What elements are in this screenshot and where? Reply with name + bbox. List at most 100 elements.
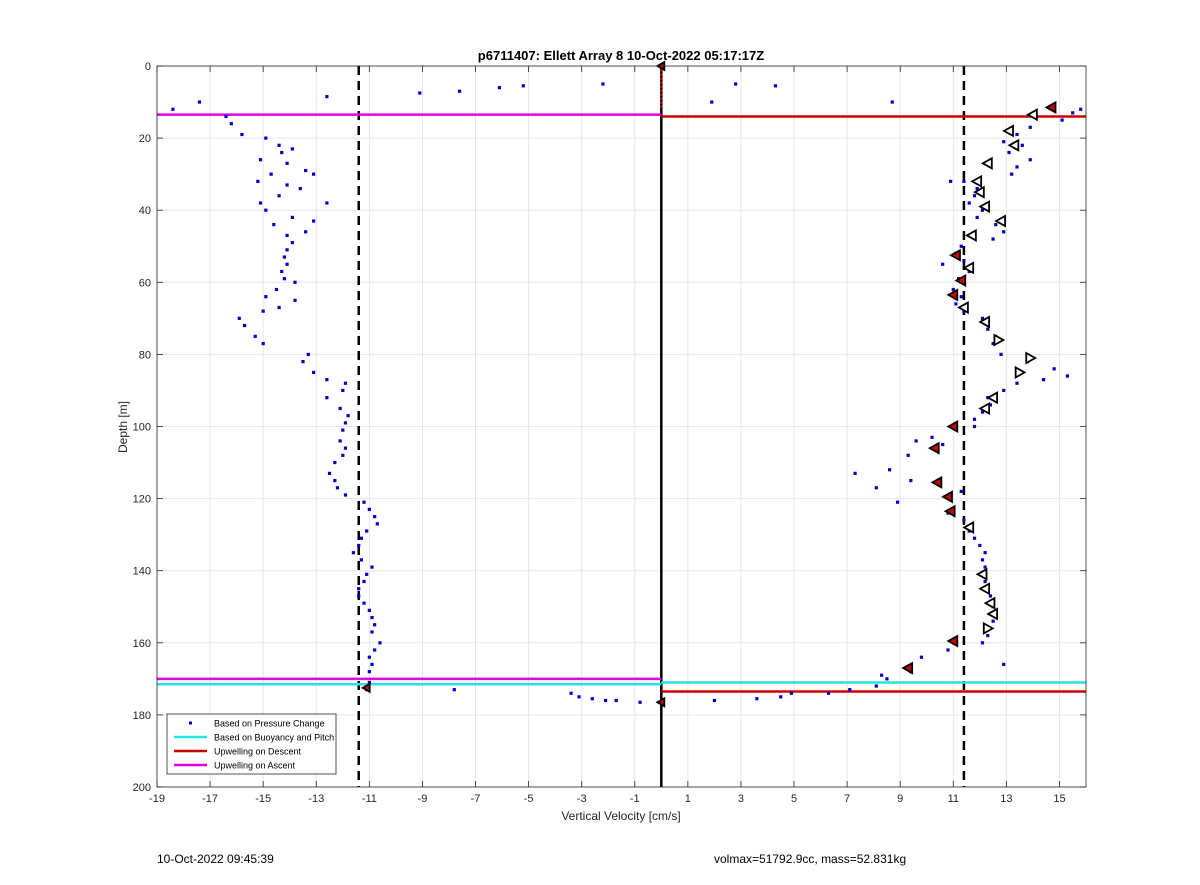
- pressure-point-descent: [999, 352, 1003, 356]
- upwelling-marker: [930, 475, 943, 489]
- y-axis-label: Depth [m]: [116, 401, 130, 453]
- pressure-point-descent: [874, 684, 878, 688]
- pressure-point-descent: [890, 100, 894, 104]
- buoyancy-marker-left: [978, 582, 991, 596]
- pressure-point-descent: [1060, 118, 1064, 122]
- pressure-point-ascent: [285, 248, 289, 252]
- pressure-point-descent: [885, 677, 889, 681]
- pressure-point-ascent: [264, 295, 268, 299]
- pressure-point-ascent: [373, 623, 377, 627]
- pressure-point-ascent: [367, 608, 371, 612]
- pressure-point-descent: [1028, 158, 1032, 162]
- pressure-point-descent: [1002, 140, 1006, 144]
- x-tick-label: -1: [630, 793, 640, 805]
- buoyancy-marker-left: [1002, 124, 1014, 138]
- pressure-point-ascent: [306, 352, 310, 356]
- pressure-point-ascent: [367, 507, 371, 512]
- pressure-point-ascent: [590, 697, 594, 701]
- pressure-point-descent: [789, 691, 793, 695]
- pressure-point-descent: [986, 327, 990, 331]
- x-tick-label: -5: [524, 793, 534, 805]
- y-tick-label: 180: [133, 710, 151, 722]
- pressure-point-ascent: [293, 298, 297, 302]
- buoyancy-marker-left: [972, 185, 985, 199]
- pressure-point-ascent: [325, 378, 329, 382]
- pressure-point-ascent: [327, 471, 332, 475]
- pressure-point-descent: [826, 691, 831, 695]
- pressure-point-ascent: [290, 147, 294, 151]
- pressure-point-descent: [980, 410, 985, 414]
- pressure-point-descent: [959, 489, 963, 493]
- pressure-point-ascent: [362, 500, 366, 504]
- pressure-point-descent: [988, 594, 993, 598]
- pressure-point-descent: [975, 186, 979, 191]
- buoyancy-marker-left: [978, 200, 991, 214]
- upwelling-marker: [1044, 100, 1057, 114]
- pressure-point-descent: [887, 468, 892, 472]
- y-tick-label: 20: [139, 133, 151, 145]
- pressure-point-ascent: [282, 277, 287, 281]
- pressure-point-descent: [1028, 125, 1032, 129]
- pressure-point-ascent: [341, 453, 345, 457]
- pressure-point-ascent: [365, 572, 369, 576]
- y-tick-label: 80: [139, 349, 151, 361]
- x-tick-label: 13: [1000, 793, 1012, 805]
- pressure-point-ascent: [343, 493, 348, 497]
- x-tick-label: -17: [202, 793, 218, 805]
- pressure-point-ascent: [373, 648, 377, 652]
- pressure-point-ascent: [357, 594, 361, 598]
- pressure-point-descent: [895, 500, 900, 504]
- pressure-point-ascent: [272, 223, 276, 227]
- buoyancy-marker-left: [994, 214, 1006, 228]
- pressure-point-ascent: [312, 219, 316, 223]
- pressure-point-ascent: [343, 421, 348, 425]
- pressure-point-ascent: [240, 132, 244, 137]
- pressure-point-ascent: [280, 269, 284, 274]
- legend-label: Upwelling on Descent: [214, 747, 302, 757]
- buoyancy-marker-left: [957, 301, 969, 315]
- pressure-point-ascent: [285, 183, 289, 187]
- pressure-point-ascent: [293, 280, 297, 284]
- pressure-point-ascent: [253, 334, 257, 338]
- pressure-point-ascent: [224, 114, 228, 119]
- pressure-point-descent: [1065, 374, 1070, 378]
- pressure-point-descent: [983, 565, 987, 569]
- pressure-point-descent: [980, 316, 985, 320]
- pressure-point-descent: [1020, 143, 1024, 147]
- buoyancy-marker-right: [982, 621, 995, 635]
- pressure-point-descent: [1002, 662, 1006, 667]
- pressure-point-descent: [1041, 378, 1046, 382]
- pressure-point-ascent: [343, 446, 348, 450]
- pressure-point-ascent: [338, 406, 342, 411]
- pressure-point-descent: [1007, 150, 1011, 155]
- x-tick-label: -3: [577, 793, 587, 805]
- pressure-point-descent: [972, 417, 977, 421]
- pressure-point-descent: [959, 295, 963, 299]
- x-tick-label: 9: [897, 793, 903, 805]
- pressure-point-descent: [1071, 111, 1075, 115]
- pressure-point-ascent: [418, 91, 422, 95]
- pressure-point-ascent: [304, 230, 308, 234]
- pressure-point-ascent: [256, 179, 260, 183]
- pressure-point-descent: [848, 688, 852, 692]
- pressure-point-descent: [991, 237, 995, 241]
- y-tick-label: 140: [133, 566, 151, 578]
- buoyancy-marker-right: [1014, 365, 1027, 379]
- pressure-point-descent: [906, 453, 910, 457]
- pressure-point-ascent: [277, 305, 281, 310]
- y-tick-label: 100: [133, 422, 151, 434]
- pressure-point-ascent: [357, 543, 361, 548]
- pressure-point-ascent: [335, 486, 340, 490]
- x-tick-label: 7: [844, 793, 850, 805]
- pressure-point-ascent: [264, 136, 268, 140]
- pressure-point-descent: [1010, 172, 1014, 176]
- x-tick-label: 5: [791, 793, 797, 805]
- pressure-point-ascent: [242, 323, 247, 328]
- pressure-point-ascent: [375, 522, 379, 526]
- x-tick-label: -9: [418, 793, 428, 805]
- pressure-point-ascent: [367, 680, 371, 685]
- pressure-point-ascent: [362, 579, 366, 584]
- triangle-markers: [360, 60, 1057, 708]
- pressure-point-ascent: [171, 107, 175, 111]
